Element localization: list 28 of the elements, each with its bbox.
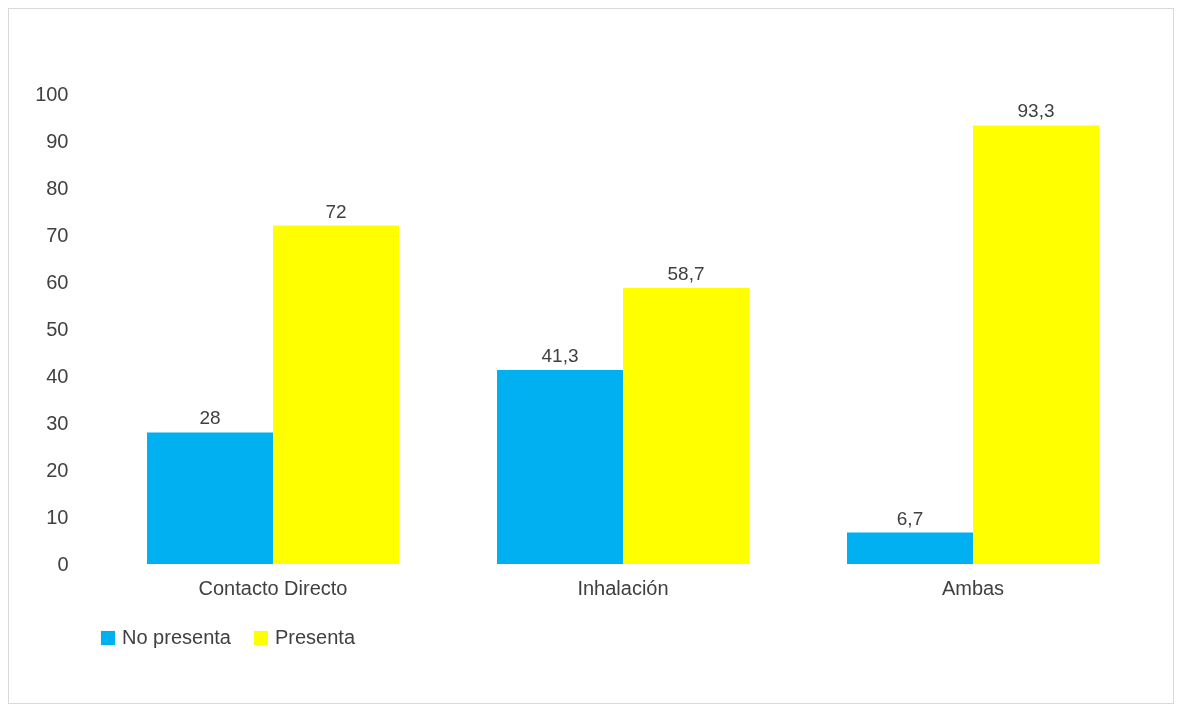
bar: [497, 369, 623, 564]
data-label: 93,3: [1017, 100, 1055, 122]
y-tick-label: 70: [46, 223, 69, 246]
y-tick-label: 100: [35, 82, 69, 105]
y-tick-label: 50: [46, 317, 69, 340]
data-label: 6,7: [896, 507, 924, 529]
y-tick-label: 20: [46, 458, 69, 481]
legend-label: Presenta: [275, 626, 356, 648]
bar: [847, 532, 973, 564]
bar: [147, 432, 273, 564]
x-tick-label: Ambas: [941, 576, 1005, 599]
bar: [973, 125, 1099, 564]
y-tick-label: 30: [46, 411, 69, 434]
x-tick-label: Inhalación: [577, 576, 669, 599]
x-tick-label: Contacto Directo: [198, 576, 348, 599]
data-label: 41,3: [541, 344, 579, 366]
y-tick-label: 60: [46, 270, 69, 293]
bar: [623, 288, 749, 564]
legend-label: No presenta: [122, 626, 232, 648]
y-tick-label: 90: [46, 129, 69, 152]
data-label: 58,7: [667, 263, 705, 285]
y-tick-label: 0: [57, 552, 69, 575]
y-tick-label: 80: [46, 176, 69, 199]
bar: [273, 225, 399, 564]
y-tick-label: 10: [46, 505, 69, 528]
data-label: 28: [199, 407, 221, 429]
y-tick-label: 40: [46, 364, 69, 387]
data-label: 72: [325, 200, 347, 222]
